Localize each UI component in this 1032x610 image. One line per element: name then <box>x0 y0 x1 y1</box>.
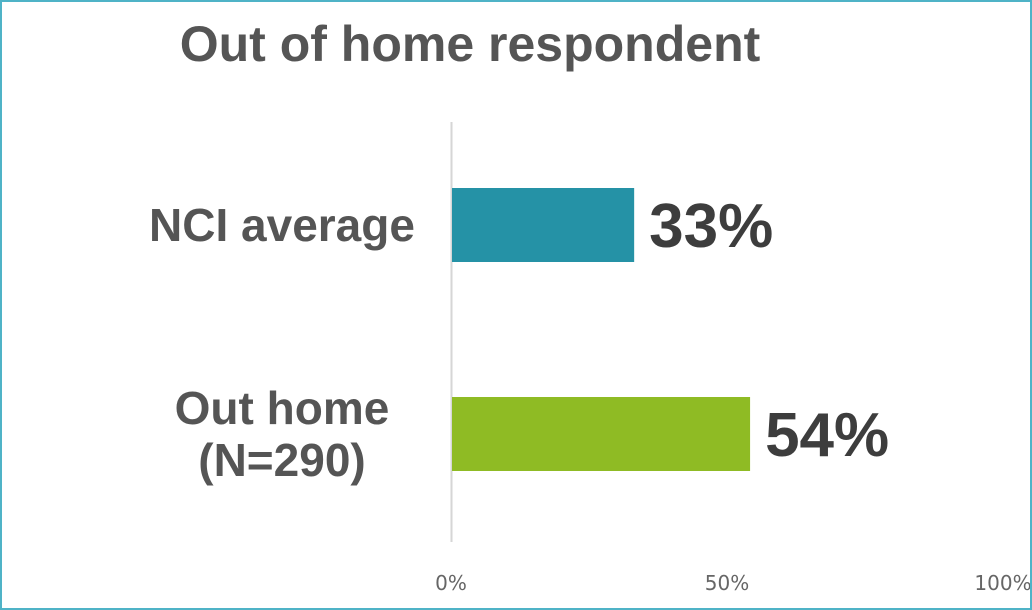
data-label-2: 54% <box>765 401 889 470</box>
bars-group: NCI average 33% Out home (N=290) 54% 0% 50% 100… <box>149 122 1030 595</box>
x-tick-label-3: 100% <box>974 571 1030 595</box>
x-tick-label-2: 50% <box>705 571 749 595</box>
data-label-1: 33% <box>649 192 773 261</box>
bar-2 <box>452 397 751 471</box>
bar-1 <box>452 188 635 262</box>
x-tick-label-1: 0% <box>435 571 467 595</box>
category-label-2: Out home (N=290) <box>175 382 390 486</box>
chart-title: Out of home respondent <box>179 16 761 72</box>
category-label-1: NCI average <box>149 199 415 251</box>
